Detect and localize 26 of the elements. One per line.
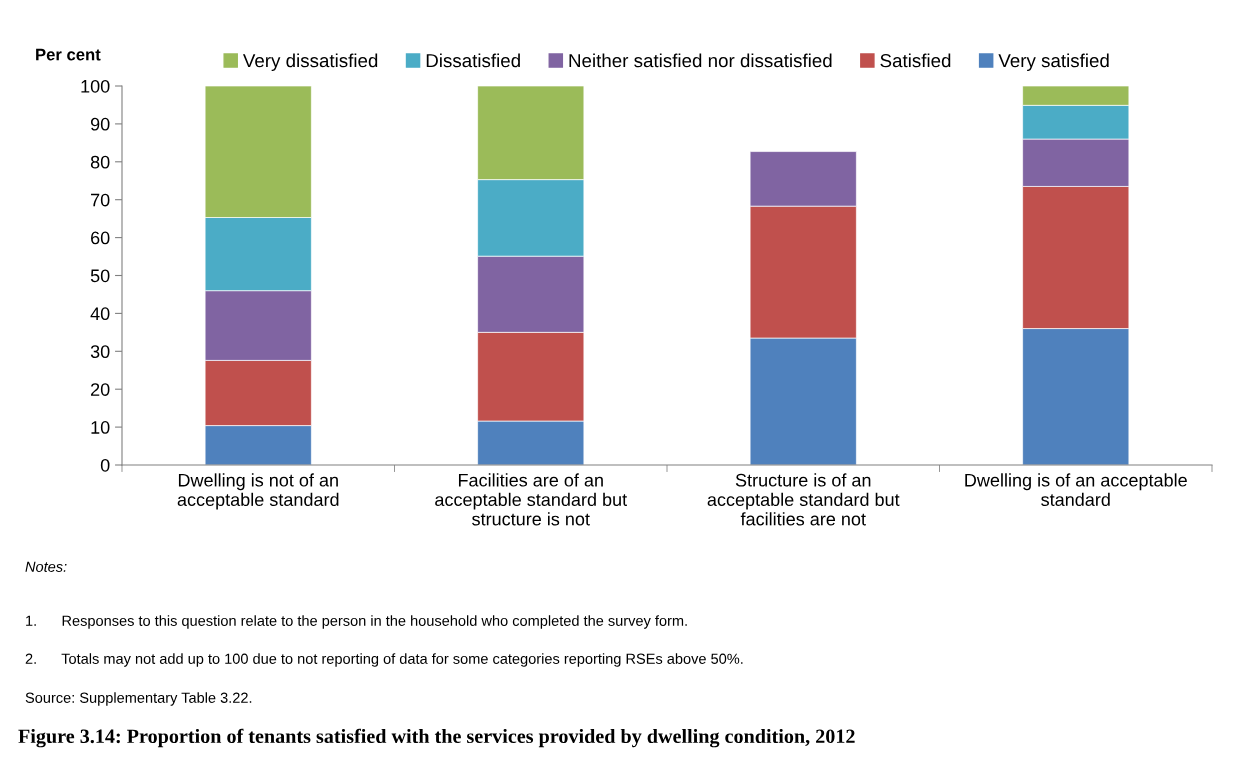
legend-label: Satisfied: [880, 53, 951, 68]
text: Notes:: [25, 561, 67, 572]
text: Figure 3.14: Proportion of tenants satisfied with the services provided by dwelling condition, 2012: [18, 728, 855, 748]
y-tick-label: 100: [81, 79, 110, 93]
y-tick-label: 60: [91, 231, 110, 245]
y-tick-label: 70: [91, 193, 110, 207]
legend-label: Dissatisfied: [426, 53, 520, 68]
x-tick-label: Facilities are of an acceptable standard but structure is not: [435, 473, 627, 526]
y-tick-label: 10: [91, 421, 110, 434]
x-tick-label: Dwelling is of an acceptable standard: [965, 473, 1187, 507]
legend-label: Very satisfied: [998, 53, 1109, 71]
source-note: Source: Supplementary Table 3.22.: [25, 692, 252, 706]
y-tick-label: 80: [90, 155, 110, 169]
y-tick-label: 90: [90, 117, 110, 131]
y-tick-label: 0: [100, 458, 110, 472]
y-tick-label: 40: [90, 307, 110, 321]
y-tick-label: 20: [91, 383, 110, 396]
y-axis-title: Per cent: [36, 48, 101, 61]
y-tick-label: 30: [90, 345, 110, 359]
legend-label: Very dissatisfied: [242, 53, 378, 71]
x-tick-label: Dwelling is not of an acceptable standard: [177, 473, 339, 510]
x-tick-label: Structure is of an acceptable standard but facilities are not: [707, 473, 900, 526]
y-tick-label: 50: [90, 269, 110, 283]
text: 1. Responses to this question relate to the person in the household who completed the survey form.: [26, 615, 687, 629]
legend-label: Neither satisfied nor dissatisfied: [569, 53, 832, 68]
text: 2. Totals may not add up to 100 due to not reporting of data for some categories reporting RSEs above 50%.: [25, 653, 743, 667]
